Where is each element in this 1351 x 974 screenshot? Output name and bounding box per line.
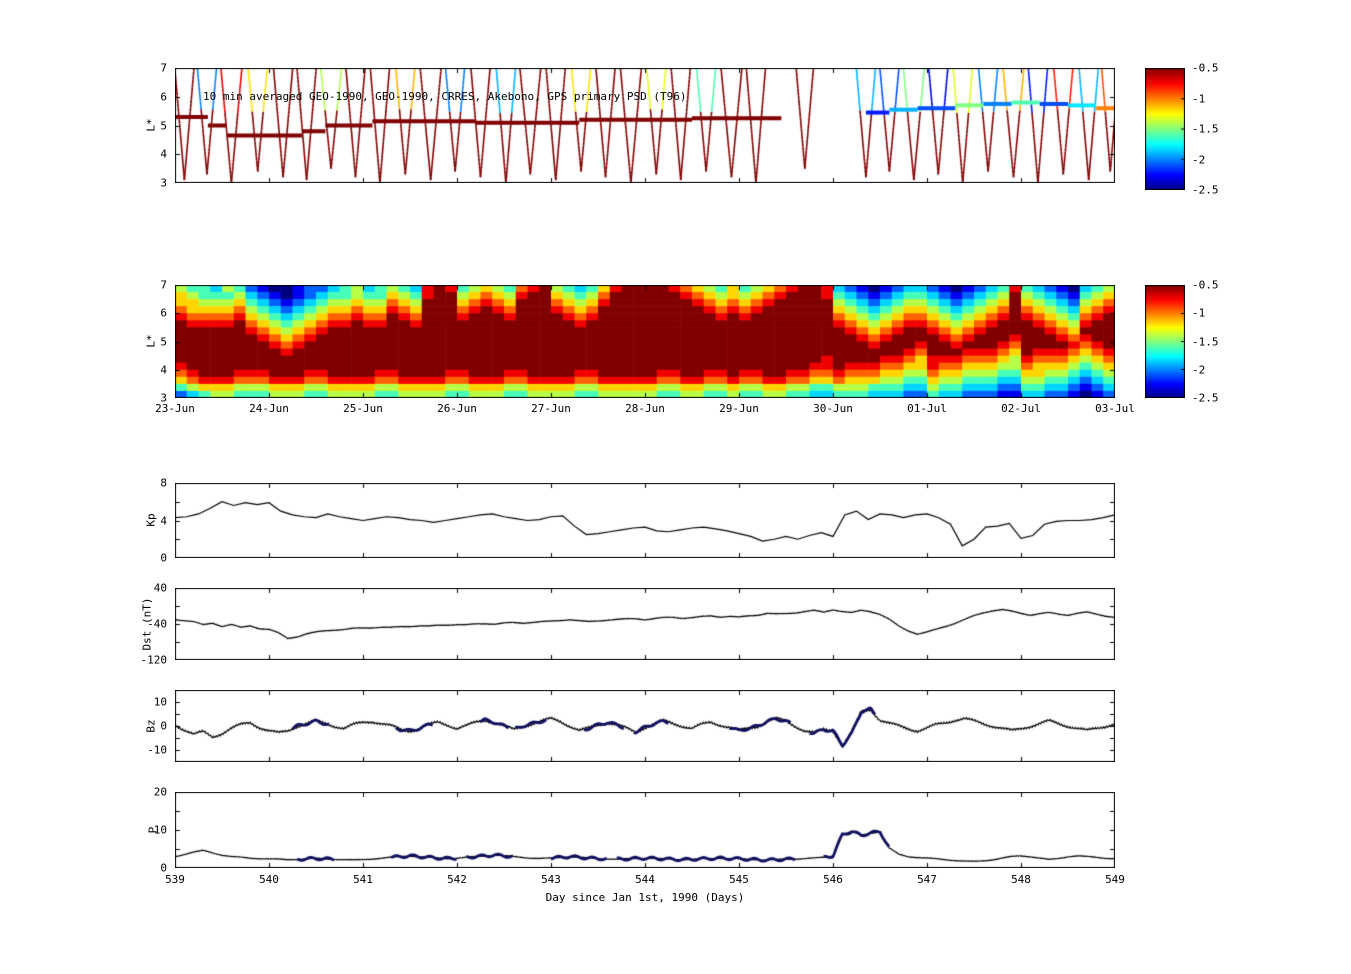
day-tick-label: 547 xyxy=(917,873,937,886)
bz-ytick-label: 10 xyxy=(153,695,167,709)
colorbar-tick-label: -2.5 xyxy=(1192,183,1219,197)
day-tick-label: 549 xyxy=(1105,873,1125,886)
day-tick-label: 544 xyxy=(635,873,655,886)
colorbar-tick-label: -2 xyxy=(1192,363,1206,377)
date-tick-label: 28-Jun xyxy=(625,402,665,415)
p-ytick-label: 10 xyxy=(153,823,167,837)
psd-heatmap-panel xyxy=(175,285,1115,398)
date-tick-label: 29-Jun xyxy=(719,402,759,415)
colorbar-tick-label: -1.5 xyxy=(1192,122,1219,136)
p-ytick-label: 20 xyxy=(153,785,167,799)
psd_scatter-ytick-label: 4 xyxy=(160,147,167,161)
colorbar-tick-label: -2.5 xyxy=(1192,391,1219,405)
bz-canvas xyxy=(175,690,1115,762)
psd_heatmap-ytick-label: 7 xyxy=(160,278,167,292)
psd_scatter-ytick-label: 6 xyxy=(160,90,167,104)
dst-panel xyxy=(175,588,1115,660)
kp-panel xyxy=(175,483,1115,558)
psd-scatter-panel xyxy=(175,68,1115,183)
date-tick-label: 23-Jun xyxy=(155,402,195,415)
colorbar-tick-label: -1 xyxy=(1192,92,1206,105)
kp-canvas xyxy=(175,483,1115,558)
date-tick-label: 25-Jun xyxy=(343,402,383,415)
colorbar-tick-label: -0.5 xyxy=(1192,278,1219,292)
day-tick-label: 541 xyxy=(353,873,373,886)
kp-ytick-label: 0 xyxy=(160,551,167,565)
colorbar-bottom xyxy=(1145,285,1185,398)
dst-canvas xyxy=(175,588,1115,660)
psd_heatmap-ytick-label: 6 xyxy=(160,306,167,320)
psd_scatter-ytick-label: 3 xyxy=(160,176,167,190)
colorbar-bottom-canvas xyxy=(1145,285,1185,398)
date-tick-label: 27-Jun xyxy=(531,402,571,415)
psd-heatmap-ylabel: L* xyxy=(144,334,158,348)
psd_scatter-ytick-label: 5 xyxy=(160,119,167,132)
colorbar-top-canvas xyxy=(1145,68,1185,190)
psd-heatmap-canvas xyxy=(175,285,1115,398)
psd-scatter-title: 10 min averaged GEO-1990, GEO-1990, CRRE… xyxy=(203,90,687,103)
kp-ylabel: Kp xyxy=(144,513,158,527)
p-ytick-label: 0 xyxy=(160,861,167,875)
colorbar-tick-label: -0.5 xyxy=(1192,61,1219,75)
kp-ytick-label: 4 xyxy=(160,514,167,527)
date-tick-label: 30-Jun xyxy=(813,402,853,415)
psd-scatter-ylabel: L* xyxy=(144,118,158,132)
date-tick-label: 26-Jun xyxy=(437,402,477,415)
bz-ytick-label: -10 xyxy=(147,743,167,757)
x-axis-label: Day since Jan 1st, 1990 (Days) xyxy=(545,891,745,904)
dst-ytick-label: -120 xyxy=(140,653,168,667)
colorbar-top xyxy=(1145,68,1185,190)
colorbar-tick-label: -1 xyxy=(1192,306,1206,320)
psd-scatter-canvas xyxy=(175,68,1115,183)
date-tick-label: 03-Jul xyxy=(1095,402,1135,415)
day-tick-label: 546 xyxy=(823,873,843,886)
bz-ytick-label: 0 xyxy=(160,719,167,733)
psd_heatmap-ytick-label: 3 xyxy=(160,391,167,405)
day-tick-label: 548 xyxy=(1011,873,1031,886)
p-panel xyxy=(175,792,1115,868)
day-tick-label: 545 xyxy=(729,873,749,886)
day-tick-label: 542 xyxy=(447,873,467,886)
dst-ytick-label: -40 xyxy=(147,617,167,631)
colorbar-tick-label: -1.5 xyxy=(1192,335,1219,348)
day-tick-label: 540 xyxy=(259,873,279,886)
bz-ylabel: Bz xyxy=(144,719,158,733)
bz-panel xyxy=(175,690,1115,762)
date-tick-label: 02-Jul xyxy=(1001,402,1041,415)
colorbar-tick-label: -2 xyxy=(1192,153,1206,166)
psd_heatmap-ytick-label: 5 xyxy=(160,335,167,348)
date-tick-label: 24-Jun xyxy=(249,402,289,415)
dst-ytick-label: 40 xyxy=(153,581,167,595)
psd_heatmap-ytick-label: 4 xyxy=(160,363,167,377)
day-tick-label: 539 xyxy=(165,873,185,886)
kp-ytick-label: 8 xyxy=(160,476,167,490)
psd_scatter-ytick-label: 7 xyxy=(160,61,167,75)
day-tick-label: 543 xyxy=(541,873,561,886)
p-canvas xyxy=(175,792,1115,868)
date-tick-label: 01-Jul xyxy=(907,402,947,415)
